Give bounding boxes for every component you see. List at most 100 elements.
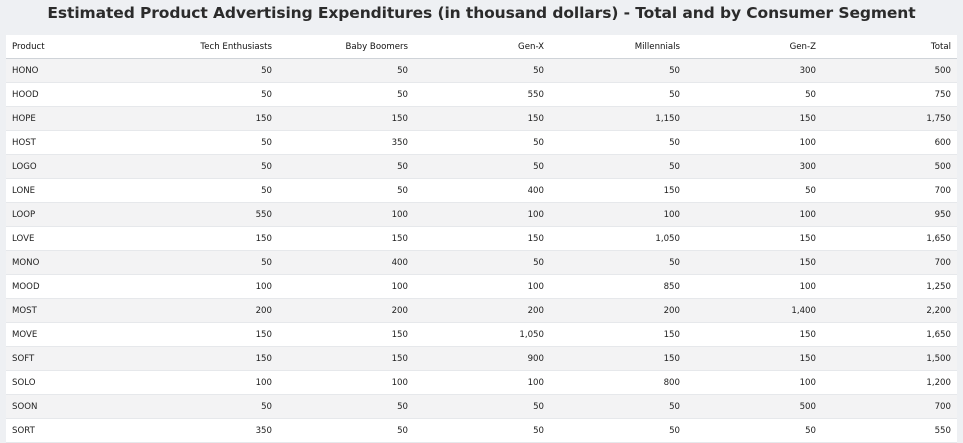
value-cell: 150 [414,106,550,131]
column-header: Baby Boomers [278,35,414,59]
value-cell: 800 [550,370,686,395]
product-cell: LOVE [6,226,136,251]
value-cell: 150 [686,106,822,131]
product-cell: MOVE [6,322,136,347]
value-cell: 50 [278,82,414,107]
value-cell: 600 [822,130,957,155]
value-cell: 700 [822,394,957,419]
value-cell: 200 [136,298,278,323]
value-cell: 100 [550,202,686,227]
value-cell: 700 [822,250,957,275]
value-cell: 2,200 [822,298,957,323]
value-cell: 700 [822,178,957,203]
value-cell: 50 [414,58,550,83]
value-cell: 550 [136,202,278,227]
value-cell: 100 [414,274,550,299]
value-cell: 50 [550,418,686,443]
data-table: Product Tech Enthusiasts Baby Boomers Gen-X… [6,35,957,443]
value-cell: 50 [414,418,550,443]
value-cell: 150 [136,346,278,371]
value-cell: 100 [136,274,278,299]
value-cell: 50 [278,418,414,443]
value-cell: 50 [278,58,414,83]
product-cell: HONO [6,58,136,83]
value-cell: 150 [550,178,686,203]
value-cell: 50 [136,394,278,419]
value-cell: 200 [550,298,686,323]
product-cell: MOST [6,298,136,323]
value-cell: 50 [136,58,278,83]
value-cell: 200 [414,298,550,323]
table-row: LOVE 150 150 150 1,050 150 1,650 [6,226,957,251]
product-cell: HOST [6,130,136,155]
value-cell: 100 [686,130,822,155]
value-cell: 150 [686,346,822,371]
value-cell: 500 [686,394,822,419]
value-cell: 50 [278,178,414,203]
value-cell: 1,650 [822,226,957,251]
table-row: SOFT 150 150 900 150 150 1,500 [6,346,957,371]
value-cell: 50 [414,394,550,419]
value-cell: 150 [278,346,414,371]
table-row: MOVE 150 150 1,050 150 150 1,650 [6,322,957,347]
value-cell: 300 [686,58,822,83]
value-cell: 50 [278,154,414,179]
chart-title: Estimated Product Advertising Expenditur… [47,4,916,22]
value-cell: 150 [686,250,822,275]
value-cell: 50 [550,82,686,107]
value-cell: 100 [686,202,822,227]
table-row: MONO 50 400 50 50 150 700 [6,250,957,275]
value-cell: 150 [686,226,822,251]
table-row: LOOP 550 100 100 100 100 950 [6,202,957,227]
value-cell: 150 [550,322,686,347]
value-cell: 550 [414,82,550,107]
value-cell: 550 [822,418,957,443]
table-row: HOST 50 350 50 50 100 600 [6,130,957,155]
value-cell: 750 [822,82,957,107]
value-cell: 50 [136,178,278,203]
value-cell: 400 [278,250,414,275]
value-cell: 1,650 [822,322,957,347]
table-row: SOON 50 50 50 50 500 700 [6,394,957,419]
value-cell: 50 [414,250,550,275]
value-cell: 100 [686,370,822,395]
value-cell: 50 [686,418,822,443]
value-cell: 100 [686,274,822,299]
value-cell: 150 [686,322,822,347]
value-cell: 150 [136,322,278,347]
value-cell: 50 [550,130,686,155]
value-cell: 900 [414,346,550,371]
product-cell: HOOD [6,82,136,107]
value-cell: 100 [278,370,414,395]
table-row: HOPE 150 150 150 1,150 150 1,750 [6,106,957,131]
product-cell: HOPE [6,106,136,131]
product-cell: SOLO [6,370,136,395]
value-cell: 50 [136,250,278,275]
value-cell: 350 [278,130,414,155]
value-cell: 50 [686,82,822,107]
value-cell: 50 [136,130,278,155]
value-cell: 150 [278,322,414,347]
value-cell: 100 [278,274,414,299]
value-cell: 1,200 [822,370,957,395]
table-row: HOOD 50 50 550 50 50 750 [6,82,957,107]
product-cell: LOGO [6,154,136,179]
table-row: SORT 350 50 50 50 50 550 [6,418,957,443]
column-header: Product [6,35,136,59]
column-header: Total [822,35,957,59]
table-header-row: Product Tech Enthusiasts Baby Boomers Gen-X… [6,35,957,59]
value-cell: 400 [414,178,550,203]
value-cell: 50 [414,154,550,179]
value-cell: 50 [136,82,278,107]
value-cell: 1,400 [686,298,822,323]
table-row: MOOD 100 100 100 850 100 1,250 [6,274,957,299]
value-cell: 50 [278,394,414,419]
product-cell: SOON [6,394,136,419]
data-table-container: Product Tech Enthusiasts Baby Boomers Gen-X… [6,35,957,443]
value-cell: 1,050 [414,322,550,347]
value-cell: 150 [550,346,686,371]
product-cell: LONE [6,178,136,203]
value-cell: 50 [136,154,278,179]
table-row: LONE 50 50 400 150 50 700 [6,178,957,203]
table-row: MOST 200 200 200 200 1,400 2,200 [6,298,957,323]
